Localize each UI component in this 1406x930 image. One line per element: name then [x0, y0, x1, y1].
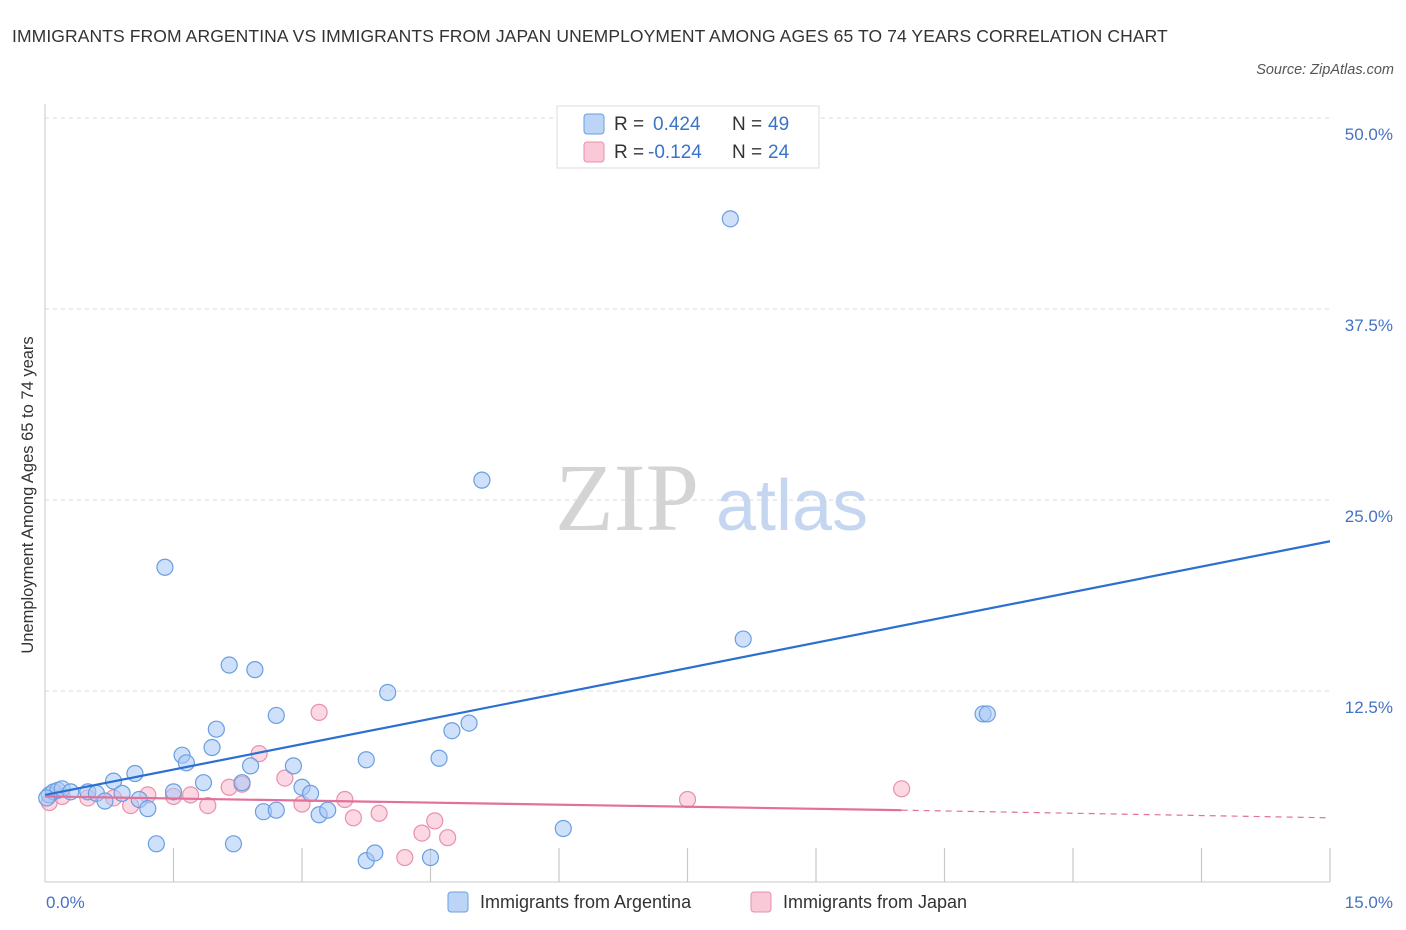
argentina-point	[430, 749, 448, 767]
argentina-point	[233, 774, 251, 792]
argentina-point	[224, 835, 243, 853]
grid-lines	[45, 117, 1330, 692]
legend-r-value-japan: -0.124	[648, 142, 702, 163]
japan-point	[370, 804, 388, 822]
bottom-legend-label-argentina: Immigrants from Argentina	[480, 892, 692, 912]
japan-point	[344, 809, 362, 827]
argentina-point	[978, 705, 996, 723]
argentina-point	[460, 714, 478, 732]
japan-point	[336, 790, 354, 809]
argentina-trend-line	[44, 540, 1331, 796]
x-tick-label-max: 15.0%	[1345, 893, 1393, 912]
argentina-point	[301, 784, 320, 802]
axes: 12.5% 25.0% 37.5% 50.0% 0.0% 15.0%	[44, 104, 1393, 912]
argentina-point	[267, 801, 285, 819]
watermark-atlas: atlas	[716, 466, 868, 546]
japan-trend-line	[44, 795, 902, 812]
argentina-point	[284, 757, 303, 775]
argentina-point	[220, 656, 238, 674]
argentina-point	[267, 706, 285, 725]
japan-trend-line-extension	[901, 809, 1331, 819]
y-tick-label: 12.5%	[1345, 698, 1393, 717]
bottom-legend-swatch-japan	[750, 891, 772, 913]
argentina-point	[473, 471, 491, 489]
bottom-legend-swatch-argentina	[447, 891, 469, 913]
argentina-point	[319, 801, 337, 819]
argentina-point	[203, 738, 221, 757]
japan-point	[426, 812, 444, 830]
argentina-point	[734, 630, 752, 648]
legend-r-value-argentina: 0.424	[653, 114, 701, 135]
x-tick-label-min: 0.0%	[46, 893, 85, 912]
legend-swatch-japan	[583, 141, 605, 163]
correlation-legend: R = 0.424 N = 49 R = -0.124 N = 24	[556, 105, 820, 169]
argentina-point	[147, 835, 165, 853]
japan-point	[199, 796, 217, 815]
japan-point	[182, 786, 200, 804]
argentina-point	[379, 683, 397, 702]
japan-point	[893, 780, 911, 798]
japan-point	[678, 790, 697, 809]
argentina-point	[113, 784, 131, 802]
chart-title: IMMIGRANTS FROM ARGENTINA VS IMMIGRANTS …	[12, 26, 1168, 46]
japan-point	[310, 703, 328, 721]
argentina-point	[246, 661, 264, 679]
argentina-point	[96, 792, 114, 810]
argentina-point	[242, 757, 260, 775]
trend-lines	[44, 540, 1331, 819]
japan-point	[276, 769, 294, 787]
legend-r-label-argentina: R =	[614, 114, 644, 135]
source-label: Source: ZipAtlas.com	[1256, 62, 1394, 78]
legend-n-label-argentina: N =	[732, 114, 762, 135]
bottom-legend-label-japan: Immigrants from Japan	[783, 892, 967, 912]
argentina-point	[421, 848, 440, 867]
argentina-point	[194, 774, 213, 792]
argentina-point	[366, 844, 384, 862]
argentina-point	[156, 558, 174, 576]
argentina-point	[554, 819, 572, 838]
y-tick-label: 25.0%	[1345, 507, 1393, 526]
japan-point	[413, 824, 431, 842]
legend-swatch-argentina	[583, 113, 605, 135]
legend-n-label-japan: N =	[732, 142, 762, 163]
argentina-point	[139, 800, 157, 818]
legend-n-value-japan: 24	[768, 142, 790, 163]
japan-point	[396, 848, 414, 867]
series-legend: Immigrants from Argentina Immigrants fro…	[447, 891, 967, 913]
y-tick-label: 37.5%	[1345, 316, 1393, 335]
argentina-point	[721, 210, 739, 228]
watermark-zip: ZIP	[555, 444, 699, 551]
argentina-point	[443, 722, 461, 740]
argentina-point	[164, 783, 183, 801]
argentina-point	[207, 720, 225, 738]
y-tick-label: 50.0%	[1345, 125, 1393, 144]
legend-r-label-japan: R =	[614, 142, 644, 163]
legend-n-value-argentina: 49	[768, 114, 789, 135]
y-axis-title: Unemployment Among Ages 65 to 74 years	[19, 336, 37, 653]
japan-point	[439, 829, 457, 847]
argentina-point	[357, 751, 375, 769]
